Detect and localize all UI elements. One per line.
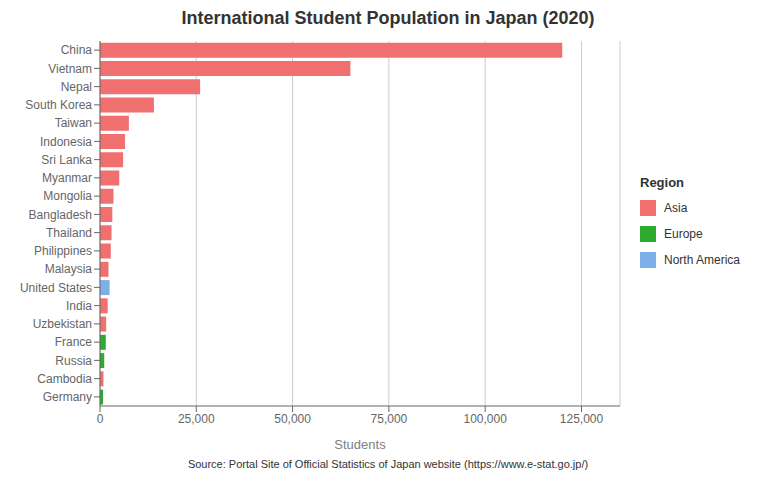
svg-text:China: China <box>61 43 93 57</box>
svg-text:100,000: 100,000 <box>463 412 507 426</box>
svg-text:Malaysia: Malaysia <box>45 262 93 276</box>
svg-text:50,000: 50,000 <box>274 412 311 426</box>
svg-text:Students: Students <box>334 437 386 452</box>
svg-text:France: France <box>55 335 93 349</box>
svg-text:Indonesia: Indonesia <box>40 135 92 149</box>
svg-text:Philippines: Philippines <box>34 244 92 258</box>
svg-text:Vietnam: Vietnam <box>48 62 92 76</box>
svg-text:Nepal: Nepal <box>61 80 92 94</box>
svg-text:125,000: 125,000 <box>560 412 604 426</box>
svg-text:Cambodia: Cambodia <box>37 372 92 386</box>
svg-text:United States: United States <box>20 281 92 295</box>
html-text:Source: Portal Site of Officia: Source: Portal Site of Official Statisti… <box>187 458 589 470</box>
html-text:Region: Region <box>640 174 685 190</box>
html-text:Asia: Asia <box>664 200 688 215</box>
svg-text:South Korea: South Korea <box>25 98 92 112</box>
svg-text:India: India <box>66 299 92 313</box>
html-text:North America: North America <box>664 252 740 267</box>
svg-text:25,000: 25,000 <box>178 412 215 426</box>
svg-text:Thailand: Thailand <box>46 226 92 240</box>
svg-text:Uzbekistan: Uzbekistan <box>33 317 92 331</box>
svg-text:Myanmar: Myanmar <box>42 171 92 185</box>
svg-text:Mongolia: Mongolia <box>43 189 92 203</box>
svg-text:Bangladesh: Bangladesh <box>29 208 92 222</box>
html-text:Europe: Europe <box>664 226 703 241</box>
svg-text:Germany: Germany <box>43 390 92 404</box>
svg-text:Sri Lanka: Sri Lanka <box>41 153 92 167</box>
svg-text:Russia: Russia <box>55 354 92 368</box>
html-text:International Student Populati: International Student Population in Japa… <box>181 8 595 28</box>
svg-text:Taiwan: Taiwan <box>55 116 92 130</box>
svg-text:0: 0 <box>97 412 104 426</box>
svg-text:75,000: 75,000 <box>371 412 408 426</box>
